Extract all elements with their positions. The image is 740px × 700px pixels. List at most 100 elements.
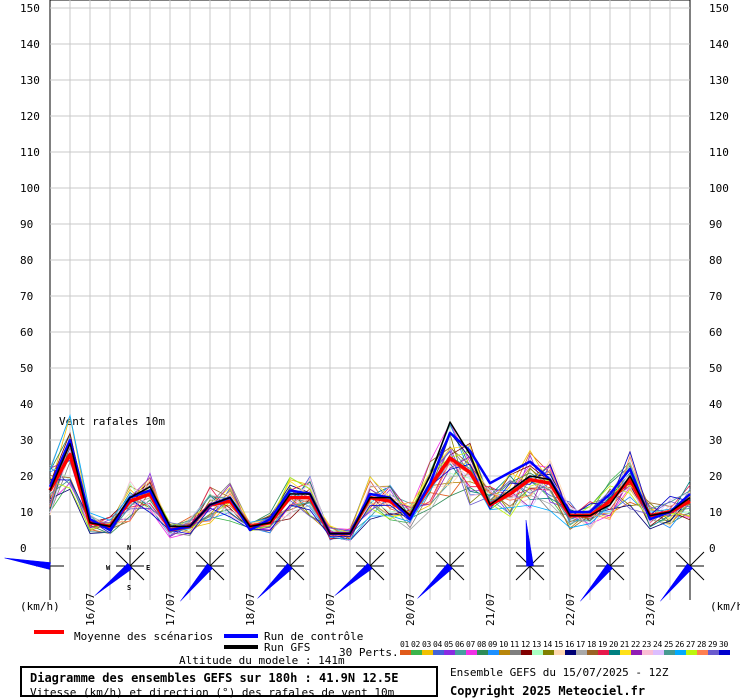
perturbation-swatch [631,650,642,655]
series-line-gfs [49,421,691,535]
chart-info-box: Diagramme des ensembles GEFS sur 180h : … [20,666,438,699]
perturbation-swatch [477,650,488,655]
day-label: 21/07 [484,593,497,626]
perturbation-line [49,439,691,532]
y-tick-label-left: 140 [20,38,40,51]
perturbation-swatch [488,650,499,655]
perturbation-id: 11 [510,640,520,649]
perturbation-id: 07 [466,640,476,649]
y-tick-label-right: 40 [709,398,722,411]
perturbation-swatch [576,650,587,655]
y-tick-label-right: 90 [709,218,722,231]
chart-subtitle: Vitesse (km/h) et direction (°) des rafa… [30,686,395,699]
y-tick-label-left: 130 [20,74,40,87]
wind-direction-arrow [660,563,694,602]
wind-direction-arrow [94,562,133,596]
y-tick-label-right: 20 [709,470,722,483]
compass-letter-n: N [127,544,131,552]
perturbation-id: 02 [411,640,421,649]
perturbation-swatch [565,650,576,655]
perturbation-swatch [554,650,565,655]
y-tick-label-right: 150 [709,2,729,15]
chart-annotation: Vent rafales 10m [59,415,165,428]
perturbation-swatch [466,650,477,655]
perturbation-id: 16 [565,640,575,649]
perturbation-id: 29 [708,640,718,649]
y-tick-label-left: 50 [20,362,33,375]
perturbation-id: 27 [686,640,696,649]
perturbation-swatch [620,650,631,655]
wind-direction-arrow [580,563,614,602]
perturbation-id: 04 [433,640,443,649]
day-label: 18/07 [244,593,257,626]
y-tick-label-right: 0 [709,542,716,555]
day-label: 20/07 [404,593,417,626]
wind-direction-arrow [334,562,373,596]
y-tick-label-left: 80 [20,254,33,267]
ensemble-run-label: Ensemble GEFS du 15/07/2025 - 12Z [450,666,669,679]
wind-direction-arrow [257,563,293,599]
compass-letter-w: W [106,564,111,572]
y-tick-label-left: 150 [20,2,40,15]
gfs-legend-swatch [224,645,258,649]
y-tick-label-left: 110 [20,146,40,159]
y-tick-label-right: 80 [709,254,722,267]
day-label: 22/07 [564,593,577,626]
perturbation-swatch [433,650,444,655]
series-line-control [48,431,691,535]
mean-legend-label: Moyenne des scénarios [74,630,214,643]
perturbation-id: 24 [653,640,663,649]
y-tick-label-left: 40 [20,398,33,411]
perturbation-id: 26 [675,640,685,649]
compass-letter-e: E [146,564,150,572]
perturbation-swatches [400,650,730,655]
chart-title: Diagramme des ensembles GEFS sur 180h : … [30,671,399,685]
y-tick-label-right: 70 [709,290,722,303]
altitude-label: Altitude du modele : 141m [179,654,345,667]
perturbation-swatch [675,650,686,655]
perturbation-id: 03 [422,640,432,649]
perturbation-id: 14 [543,640,553,649]
control-legend-swatch [224,634,258,638]
perturbation-swatch [499,650,510,655]
perturbation-id: 23 [642,640,652,649]
perturbation-swatch [587,650,598,655]
y-tick-label-right: 30 [709,434,722,447]
perturbation-id: 22 [631,640,641,649]
perturbation-swatch [664,650,675,655]
wind-direction-arrow [4,557,51,570]
y-tick-label-left: 60 [20,326,33,339]
perturbation-id: 30 [719,640,729,649]
perturbation-swatch [598,650,609,655]
perturbation-id: 25 [664,640,674,649]
perturbation-swatch [708,650,719,655]
mean-legend-swatch [34,630,64,634]
perturbation-swatch [609,650,620,655]
compass-letter-s: S [127,584,131,592]
y-tick-label-right: 140 [709,38,729,51]
y-tick-label-right: 100 [709,182,729,195]
y-tick-label-right: 110 [709,146,729,159]
y-tick-label-left: 100 [20,182,40,195]
perturbation-swatch [422,650,433,655]
y-unit-left: (km/h) [20,600,60,613]
y-tick-label-right: 120 [709,110,729,123]
perturbation-id: 09 [488,640,498,649]
y-unit-right: (km/h) [710,600,740,613]
wind-direction-arrow [417,563,453,599]
perturbation-swatch [719,650,730,655]
perturbation-id: 18 [587,640,597,649]
perturbation-id: 19 [598,640,608,649]
perturbation-id: 01 [400,640,410,649]
perturbation-id: 05 [444,640,454,649]
perturbation-swatch [653,650,664,655]
wind-direction-arrow [180,563,214,602]
y-tick-label-right: 50 [709,362,722,375]
perturbation-swatch [543,650,554,655]
perturbation-ids: 01 02 03 04 05 06 07 08 09 10 11 12 13 14 15 16 17 18 19 20… [400,640,730,649]
perturbation-swatch [532,650,543,655]
day-label: 17/07 [164,593,177,626]
perturbation-swatch [510,650,521,655]
perturbation-swatch [455,650,466,655]
